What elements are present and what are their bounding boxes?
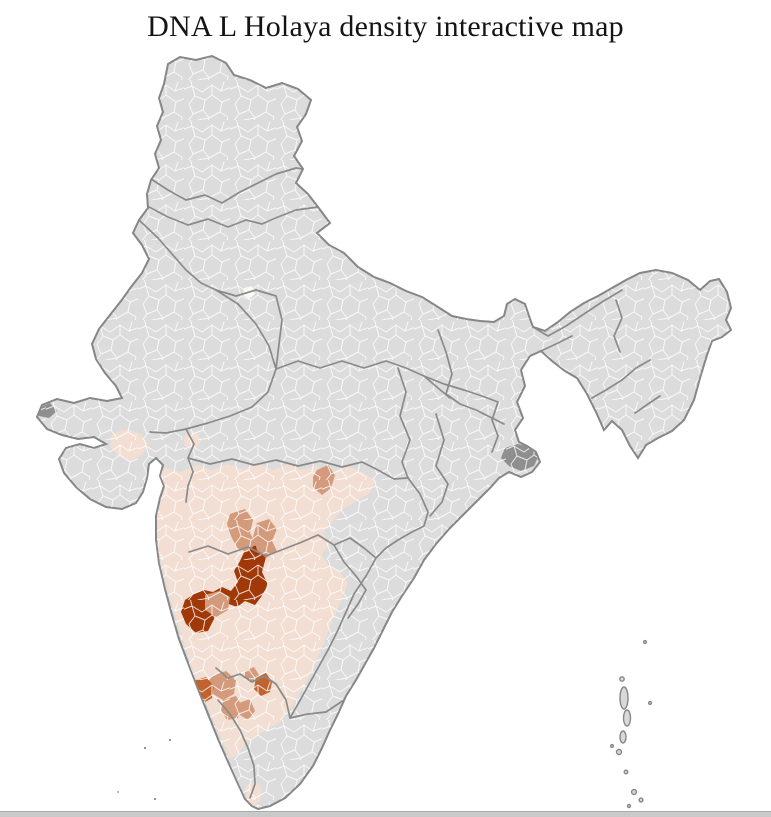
district-borders-overlay [37,56,731,809]
andaman-nicobar-islands[interactable] [609,639,653,809]
lakshadweep-islands[interactable] [117,738,172,801]
bottom-scrollbar-track[interactable] [0,812,771,817]
density-districts-layer [37,56,731,809]
state-borders [138,167,661,799]
bottom-divider-edge [0,811,771,813]
map-title: DNA L Holaya density interactive map [147,10,624,43]
